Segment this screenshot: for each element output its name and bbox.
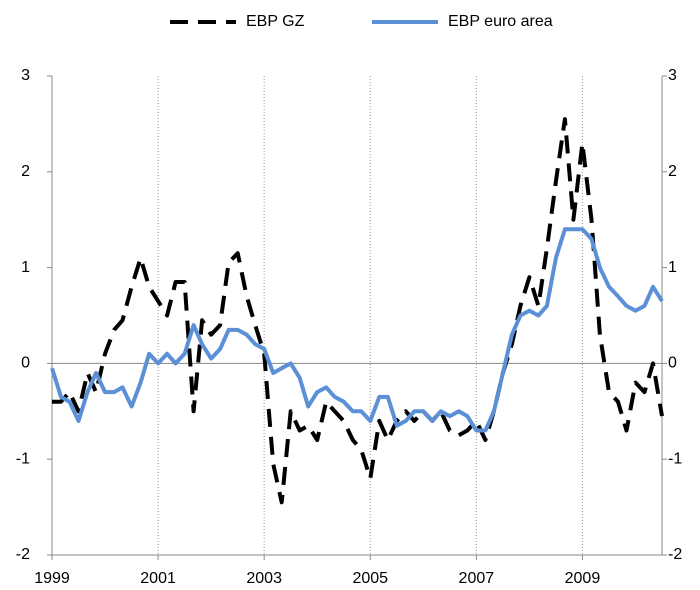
y-tick-label: 1 xyxy=(21,259,30,276)
legend-label: EBP euro area xyxy=(448,13,553,30)
x-tick-label: 2007 xyxy=(459,570,495,587)
y2-tick-label: -1 xyxy=(668,450,682,467)
series-line xyxy=(50,227,664,433)
y2-tick-label: 3 xyxy=(668,67,677,84)
x-tick-label: 2005 xyxy=(352,570,388,587)
y-tick-label: 2 xyxy=(21,163,30,180)
series-line xyxy=(52,117,664,505)
y2-tick-label: 1 xyxy=(668,259,677,276)
y-tick-label: 0 xyxy=(21,355,30,372)
legend-label: EBP GZ xyxy=(246,13,305,30)
x-tick-label: 2003 xyxy=(246,570,282,587)
y2-tick-label: 0 xyxy=(668,355,677,372)
x-tick-label: 2009 xyxy=(565,570,601,587)
y2-tick-label: 2 xyxy=(668,163,677,180)
y2-tick-label: -2 xyxy=(668,546,682,563)
x-tick-label: 1999 xyxy=(34,570,70,587)
x-tick-label: 2001 xyxy=(140,570,176,587)
y-tick-label: -1 xyxy=(16,450,30,467)
y-tick-label: -2 xyxy=(16,546,30,563)
y-tick-label: 3 xyxy=(21,67,30,84)
